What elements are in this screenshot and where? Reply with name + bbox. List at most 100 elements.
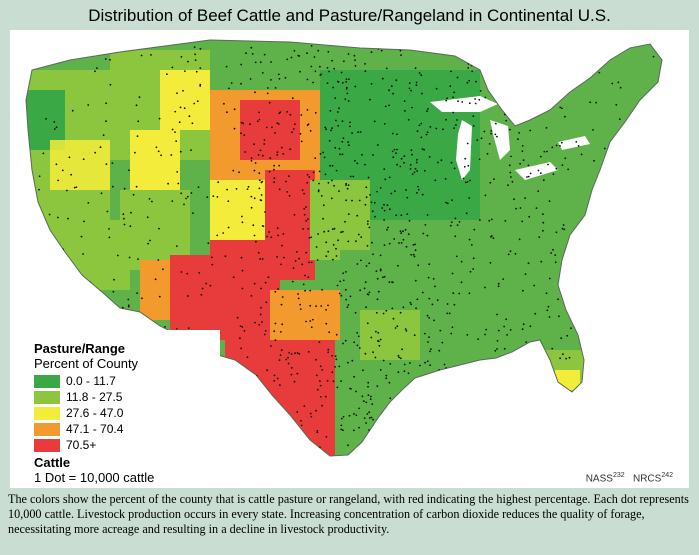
cattle-dot bbox=[428, 317, 430, 319]
cattle-dot bbox=[386, 455, 389, 456]
cattle-dot bbox=[555, 167, 558, 170]
credit-nass-ref: 232 bbox=[612, 471, 625, 479]
cattle-dot bbox=[389, 397, 392, 400]
cattle-dot bbox=[271, 418, 274, 421]
cattle-dot bbox=[71, 109, 74, 112]
cattle-dot bbox=[260, 306, 262, 309]
cattle-dot bbox=[376, 385, 379, 387]
cattle-dot bbox=[323, 156, 326, 159]
cattle-dot bbox=[334, 97, 337, 99]
cattle-dot bbox=[334, 366, 336, 368]
cattle-dot bbox=[383, 275, 386, 278]
cattle-dot bbox=[348, 78, 350, 80]
cattle-dot bbox=[443, 363, 446, 366]
cattle-dot bbox=[302, 283, 305, 286]
cattle-dot bbox=[636, 427, 638, 430]
cattle-dot bbox=[630, 333, 633, 336]
cattle-dot bbox=[565, 357, 567, 360]
cattle-dot bbox=[519, 207, 522, 209]
cattle-dot bbox=[70, 173, 72, 176]
cattle-dot bbox=[434, 179, 437, 182]
cattle-dot bbox=[518, 412, 521, 414]
cattle-dot bbox=[299, 132, 302, 135]
cattle-dot bbox=[306, 173, 309, 176]
cattle-dot bbox=[446, 202, 449, 205]
cattle-dot bbox=[461, 101, 464, 103]
cattle-dot bbox=[280, 349, 283, 352]
cattle-dot bbox=[555, 399, 558, 402]
cattle-dot bbox=[98, 306, 100, 309]
cattle-dot bbox=[385, 374, 388, 377]
cattle-dot bbox=[543, 85, 546, 88]
cattle-dot bbox=[188, 115, 191, 118]
cattle-dot bbox=[257, 453, 260, 455]
cattle-dot bbox=[527, 52, 530, 55]
cattle-dot bbox=[395, 152, 397, 154]
cattle-dot bbox=[560, 141, 563, 144]
cattle-dot bbox=[566, 334, 569, 337]
cattle-dot bbox=[611, 82, 614, 85]
cattle-dot bbox=[460, 424, 462, 427]
cattle-dot bbox=[286, 422, 289, 425]
cattle-dot bbox=[503, 444, 505, 446]
cattle-dot bbox=[429, 426, 432, 429]
cattle-dot bbox=[420, 136, 423, 139]
cattle-dot bbox=[385, 67, 388, 70]
cattle-dot bbox=[334, 119, 337, 122]
cattle-dot bbox=[430, 348, 432, 350]
cattle-dot bbox=[306, 124, 309, 127]
cattle-dot bbox=[423, 48, 426, 51]
cattle-dot bbox=[501, 87, 504, 90]
cattle-dot bbox=[342, 415, 345, 418]
cattle-dot bbox=[545, 70, 547, 72]
cattle-dot bbox=[146, 216, 149, 219]
cattle-dot bbox=[483, 130, 486, 133]
cattle-dot bbox=[568, 356, 571, 359]
cattle-dot bbox=[246, 356, 249, 359]
cattle-dot bbox=[446, 303, 449, 305]
cattle-dot bbox=[362, 400, 365, 403]
cattle-dot bbox=[468, 102, 471, 105]
cattle-dot bbox=[527, 175, 530, 178]
cattle-dot bbox=[327, 250, 330, 253]
cattle-dot bbox=[244, 151, 247, 153]
cattle-dot bbox=[253, 437, 256, 439]
cattle-dot bbox=[405, 245, 408, 248]
cattle-dot bbox=[335, 255, 338, 257]
cattle-dot bbox=[276, 256, 278, 258]
cattle-dot bbox=[490, 218, 493, 221]
cattle-dot bbox=[122, 213, 125, 216]
cattle-dot bbox=[328, 331, 331, 334]
cattle-dot bbox=[278, 359, 281, 361]
cattle-dot bbox=[132, 193, 135, 196]
cattle-dot bbox=[315, 246, 318, 248]
cattle-dot bbox=[383, 219, 385, 221]
cattle-dot bbox=[291, 131, 293, 134]
cattle-dot bbox=[372, 418, 374, 421]
cattle-dot bbox=[308, 176, 311, 178]
cattle-dot bbox=[303, 192, 305, 195]
cattle-dot bbox=[228, 87, 230, 90]
cattle-dot bbox=[416, 192, 418, 194]
cattle-dot bbox=[372, 351, 374, 354]
cattle-dot bbox=[519, 440, 522, 442]
cattle-dot bbox=[180, 271, 183, 273]
cattle-dot bbox=[399, 444, 402, 446]
cattle-dot bbox=[254, 61, 257, 64]
cattle-dot bbox=[304, 274, 306, 277]
cattle-dot bbox=[363, 287, 366, 290]
cattle-dot bbox=[158, 227, 160, 230]
cattle-dot bbox=[310, 45, 313, 47]
cattle-dot bbox=[394, 327, 397, 329]
cattle-dot bbox=[43, 324, 46, 326]
cattle-dot bbox=[371, 241, 373, 244]
cattle-dot bbox=[88, 305, 90, 308]
cattle-dot bbox=[239, 337, 241, 340]
cattle-dot bbox=[281, 244, 283, 247]
cattle-dot bbox=[521, 328, 524, 331]
cattle-dot bbox=[351, 199, 353, 202]
cattle-dot bbox=[498, 445, 500, 448]
cattle-dot bbox=[54, 308, 56, 311]
cattle-dot bbox=[382, 312, 385, 315]
cattle-dot bbox=[274, 322, 277, 325]
